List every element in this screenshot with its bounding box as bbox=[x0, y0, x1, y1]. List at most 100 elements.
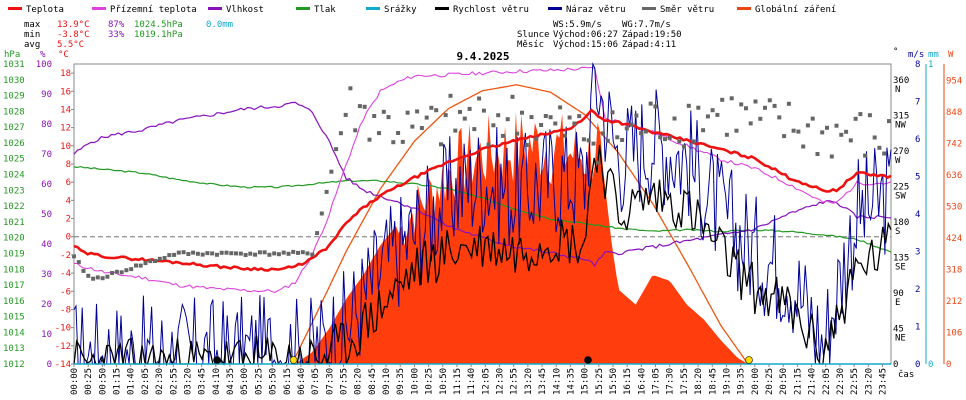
wind-direction-point bbox=[834, 123, 839, 128]
compass-label: S bbox=[895, 227, 900, 237]
unit-degree: ° bbox=[893, 47, 898, 57]
axes: 1012101310141015101610171018101910201021… bbox=[3, 60, 962, 395]
x-tick-label: 10:50 bbox=[439, 368, 449, 395]
x-tick-label: 04:10 bbox=[212, 368, 222, 395]
x-tick-label: 13:45 bbox=[538, 368, 548, 395]
temp-tick-label: 12 bbox=[60, 124, 71, 134]
x-tick-label: 17:55 bbox=[680, 368, 690, 395]
direction-tick-label: 135 bbox=[893, 253, 909, 263]
wind-direction-point bbox=[372, 114, 377, 118]
legend-label: Vlhkost bbox=[226, 5, 264, 15]
wind-direction-point bbox=[491, 123, 496, 128]
hpa-tick-label: 1013 bbox=[3, 344, 25, 354]
wind-direction-point bbox=[677, 139, 682, 144]
stat-max-temp: 13.9°C bbox=[57, 20, 90, 30]
wind-direction-point bbox=[377, 131, 381, 136]
wind-direction-point bbox=[620, 138, 625, 142]
wind-direction-point bbox=[129, 267, 134, 272]
ground-temperature-line bbox=[73, 66, 892, 293]
wind-direction-point bbox=[863, 153, 868, 158]
compass-label: SW bbox=[895, 191, 906, 201]
wind-direction-point bbox=[362, 104, 367, 109]
wind-direction-point bbox=[234, 251, 238, 256]
stat-min-temp: -3.8°C bbox=[57, 30, 90, 40]
wind-direction-point bbox=[543, 114, 548, 118]
wind-direction-point bbox=[524, 143, 529, 147]
wind-direction-point bbox=[338, 131, 343, 136]
wind-tick-label: 4 bbox=[915, 210, 920, 220]
wind-direction-point bbox=[710, 108, 715, 113]
radiation-tick-label: 0 bbox=[946, 360, 951, 370]
info-block: WS:5.9m/s WG:7.7m/s Slunce Východ:06:27 … bbox=[517, 20, 682, 50]
wind-direction-point bbox=[805, 123, 810, 128]
compass-label: E bbox=[895, 298, 900, 308]
hpa-tick-label: 1026 bbox=[3, 139, 25, 149]
info-wind-speed: WS:5.9m/s bbox=[553, 20, 602, 30]
wind-direction-point bbox=[205, 251, 210, 256]
temp-tick-label: -14 bbox=[55, 360, 71, 370]
x-tick-label: 12:30 bbox=[496, 368, 506, 395]
x-tick-label: 07:55 bbox=[339, 368, 349, 395]
wind-direction-point bbox=[357, 104, 362, 109]
compass-label: NE bbox=[895, 333, 906, 343]
x-tick-label: 03:45 bbox=[198, 368, 208, 395]
wind-direction-point bbox=[577, 114, 582, 119]
wind-direction-point bbox=[596, 160, 601, 165]
wind-direction-point bbox=[315, 231, 320, 236]
wind-direction-point bbox=[696, 105, 701, 110]
percent-tick-label: 40 bbox=[41, 240, 52, 250]
wind-direction-point bbox=[195, 251, 200, 256]
radiation-tick-label: 212 bbox=[946, 297, 962, 307]
hpa-tick-label: 1012 bbox=[3, 360, 25, 370]
radiation-tick-label: 742 bbox=[946, 140, 962, 150]
wind-direction-point bbox=[744, 106, 748, 111]
wind-direction-point bbox=[767, 98, 772, 103]
x-tick-label: 08:45 bbox=[368, 368, 378, 395]
x-tick-label: 05:25 bbox=[254, 368, 264, 395]
unit-watt: W bbox=[948, 50, 954, 60]
temp-tick-label: 2 bbox=[66, 215, 71, 225]
wind-direction-point bbox=[281, 250, 286, 255]
x-tick-label: 07:30 bbox=[325, 368, 335, 395]
wind-direction-point bbox=[138, 263, 143, 268]
wind-direction-point bbox=[272, 251, 277, 256]
x-tick-label: 21:15 bbox=[793, 368, 803, 395]
percent-tick-label: 100 bbox=[36, 60, 52, 70]
x-tick-label: 10:00 bbox=[410, 368, 420, 395]
wind-direction-point bbox=[210, 251, 215, 256]
wind-direction-point bbox=[291, 249, 296, 254]
wind-direction-point bbox=[548, 115, 553, 120]
info-moon-label: Měsíc bbox=[517, 40, 544, 50]
wind-direction-point bbox=[381, 109, 386, 114]
temp-tick-label: -6 bbox=[60, 287, 71, 297]
wind-direction-point bbox=[200, 252, 205, 257]
wind-direction-point bbox=[534, 136, 539, 141]
wind-direction-point bbox=[343, 112, 348, 117]
temp-tick-label: -2 bbox=[60, 251, 71, 261]
legend-label: Srážky bbox=[384, 5, 417, 15]
wind-direction-point bbox=[858, 112, 863, 117]
wind-direction-point bbox=[686, 103, 691, 108]
radiation-tick-label: 530 bbox=[946, 203, 962, 213]
stat-min-humidity: 33% bbox=[108, 30, 125, 40]
wind-tick-label: 0 bbox=[915, 360, 920, 370]
x-tick-label: 08:20 bbox=[354, 368, 364, 395]
stat-avg-temp: 5.5°C bbox=[57, 40, 84, 50]
wind-direction-point bbox=[586, 138, 591, 143]
wind-direction-point bbox=[86, 273, 91, 278]
temp-tick-label: 18 bbox=[60, 69, 71, 79]
wind-direction-point bbox=[701, 128, 706, 133]
wind-direction-point bbox=[520, 110, 524, 115]
legend-label: Náraz větru bbox=[566, 5, 626, 15]
stat-max-humidity: 87% bbox=[108, 20, 125, 30]
hpa-tick-label: 1023 bbox=[3, 186, 25, 196]
wind-direction-point bbox=[229, 251, 234, 256]
hpa-tick-label: 1018 bbox=[3, 265, 25, 275]
x-tick-label: 12:05 bbox=[481, 368, 491, 395]
wind-direction-point bbox=[882, 151, 887, 156]
wind-direction-point bbox=[472, 127, 477, 132]
wind-direction-point bbox=[276, 252, 281, 257]
chart-title: 9.4.2025 bbox=[457, 50, 510, 63]
wind-direction-point bbox=[839, 132, 844, 137]
